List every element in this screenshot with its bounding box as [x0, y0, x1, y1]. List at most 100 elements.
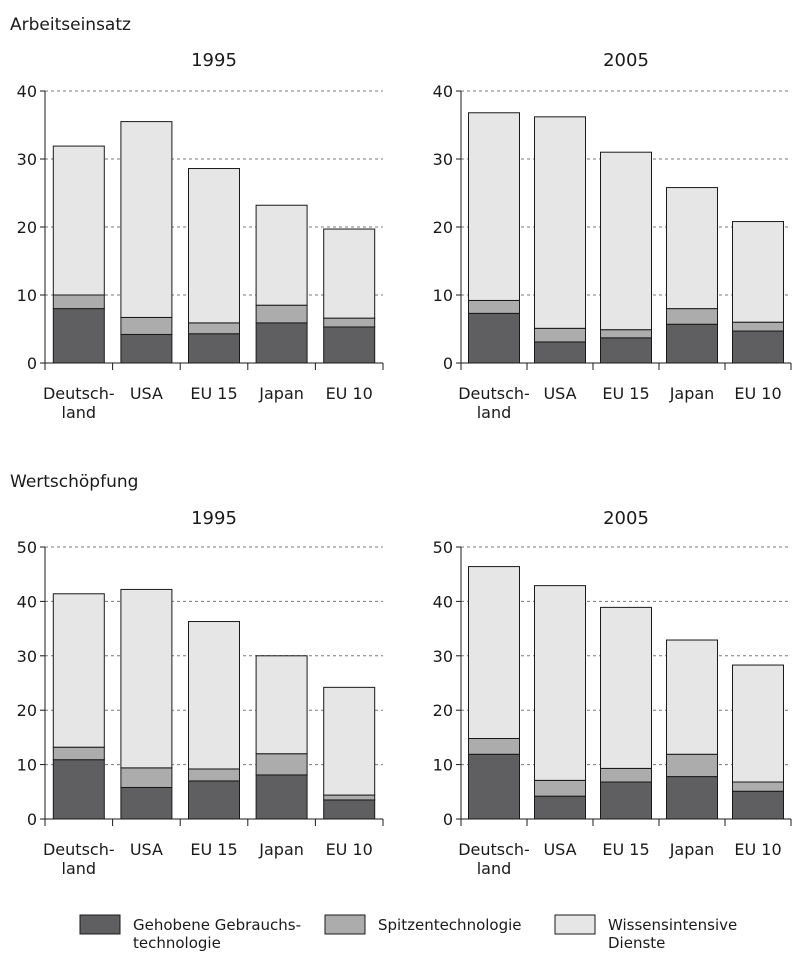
bar-segment-spitzen: [534, 779, 586, 797]
bar-segment-spitzen: [732, 781, 784, 792]
bar-segment-spitzen: [666, 308, 718, 325]
chart-wertschoepfung-2005: 2005 0 10 20 30 40 50 Deutsch-land USA EU 15 Japan…: [433, 508, 792, 878]
x-tick-label: Japan: [669, 840, 715, 859]
y-tick-label: 0: [27, 354, 37, 373]
bar-segment-gebrauchs: [188, 780, 240, 820]
y-tick-label: 20: [433, 701, 453, 720]
bar-segment-spitzen: [52, 294, 105, 310]
y-tick-label: 20: [17, 218, 37, 237]
y-tick-label: 20: [17, 701, 37, 720]
bar-segment-gebrauchs: [468, 312, 520, 364]
bar-segment-wissens: [120, 588, 173, 769]
bar-segment-gebrauchs: [468, 753, 520, 820]
y-tick-label: 0: [443, 810, 453, 829]
legend: Gehobene Gebrauchs-technologie Spitzentec…: [79, 914, 737, 952]
bar-segment-spitzen: [255, 304, 308, 324]
x-tick-label: USA: [130, 840, 163, 859]
bar-segment-gebrauchs: [732, 790, 784, 820]
bar-segment-wissens: [600, 151, 652, 331]
bar-segment-spitzen: [255, 753, 308, 776]
bar-segment-gebrauchs: [255, 322, 308, 364]
x-tick-label: Japan: [258, 384, 304, 403]
bar-segment-wissens: [468, 566, 520, 739]
bar-segment-spitzen: [732, 321, 784, 332]
bar-segment-wissens: [255, 655, 308, 755]
bar-segment-wissens: [52, 145, 105, 296]
bar-segment-gebrauchs: [600, 781, 652, 820]
y-tick-label: 30: [17, 150, 37, 169]
bar-segment-spitzen: [600, 329, 652, 339]
x-tick-label: Japan: [669, 384, 715, 403]
bar-segment-gebrauchs: [666, 776, 718, 820]
x-tick-label: EU 15: [190, 384, 237, 403]
chart-title: 1995: [191, 508, 237, 529]
x-tick-label: USA: [130, 384, 163, 403]
bar-segment-wissens: [666, 639, 718, 755]
x-tick-label: EU 10: [326, 384, 373, 403]
x-tick-label: USA: [543, 840, 576, 859]
bar-segment-wissens: [666, 187, 718, 310]
bar-segment-gebrauchs: [323, 326, 376, 364]
bar-segment-gebrauchs: [534, 795, 586, 820]
bar-segment-wissens: [120, 121, 173, 318]
bar-segment-wissens: [323, 686, 376, 796]
bar-segment-wissens: [52, 593, 105, 748]
x-tick-label: Deutsch-land: [458, 384, 530, 422]
x-tick-label: Japan: [258, 840, 304, 859]
bar-segment-wissens: [534, 585, 586, 781]
bar-segment-spitzen: [120, 767, 173, 788]
bar-segment-wissens: [732, 221, 784, 323]
legend-swatch-wissens: [554, 914, 596, 935]
x-tick-label: EU 10: [326, 840, 373, 859]
bar-segment-spitzen: [188, 768, 240, 782]
bar-segment-wissens: [323, 228, 376, 319]
chart-wertschoepfung-1995: 1995 0 10 20 30 40 50 Deutsch-land USA EU 15 Japan…: [17, 508, 384, 878]
bar-segment-wissens: [255, 204, 308, 306]
y-tick-label: 0: [27, 810, 37, 829]
bar-segment-gebrauchs: [188, 333, 240, 364]
bar-segment-spitzen: [534, 327, 586, 343]
bar-segment-wissens: [534, 116, 586, 329]
y-tick-label: 40: [433, 82, 453, 101]
bar-segment-spitzen: [600, 767, 652, 783]
y-tick-label: 10: [433, 756, 453, 775]
chart-arbeitseinsatz-2005: 2005 0 10 20 30 40 Deutsch-land USA EU 15 Japan EU…: [433, 50, 792, 422]
bar-segment-wissens: [188, 168, 240, 324]
bar-segment-spitzen: [468, 299, 520, 314]
y-tick-label: 40: [17, 82, 37, 101]
chart-arbeitseinsatz-1995: 1995 0 10 20 30 40 Deutsch-land USA EU 15 Japan EU…: [17, 50, 384, 422]
bar-segment-gebrauchs: [120, 786, 173, 820]
bar-segment-spitzen: [188, 322, 240, 335]
x-tick-label: Deutsch-land: [43, 384, 115, 422]
bar-segment-gebrauchs: [52, 759, 105, 820]
legend-label-spitzen: Spitzentechnologie: [378, 916, 522, 934]
legend-label-wissens: Wissensintensive Dienste: [608, 916, 737, 952]
y-tick-label: 20: [433, 218, 453, 237]
bar-segment-gebrauchs: [52, 308, 105, 364]
bar-segment-gebrauchs: [732, 330, 784, 364]
x-tick-label: EU 10: [734, 384, 781, 403]
bar-segment-spitzen: [323, 317, 376, 328]
y-tick-label: 50: [17, 538, 37, 557]
x-tick-label: EU 15: [602, 840, 649, 859]
bar-segment-gebrauchs: [534, 341, 586, 364]
x-tick-label: USA: [543, 384, 576, 403]
y-tick-label: 40: [433, 592, 453, 611]
y-tick-label: 50: [433, 538, 453, 557]
bar-segment-gebrauchs: [323, 799, 376, 820]
x-tick-label: Deutsch-land: [458, 840, 530, 878]
bar-segment-spitzen: [468, 737, 520, 755]
bar-segment-wissens: [600, 606, 652, 769]
y-tick-label: 30: [433, 150, 453, 169]
bar-segment-wissens: [468, 112, 520, 301]
y-tick-label: 10: [17, 286, 37, 305]
section-title-arbeitseinsatz: Arbeitseinsatz: [10, 15, 131, 35]
bar-segment-gebrauchs: [255, 774, 308, 820]
bar-segment-wissens: [188, 621, 240, 770]
bar-segment-spitzen: [666, 753, 718, 778]
x-tick-label: EU 15: [602, 384, 649, 403]
bar-segment-wissens: [732, 664, 784, 783]
legend-label-gebrauchs: Gehobene Gebrauchs-technologie: [133, 916, 301, 952]
y-tick-label: 30: [433, 647, 453, 666]
